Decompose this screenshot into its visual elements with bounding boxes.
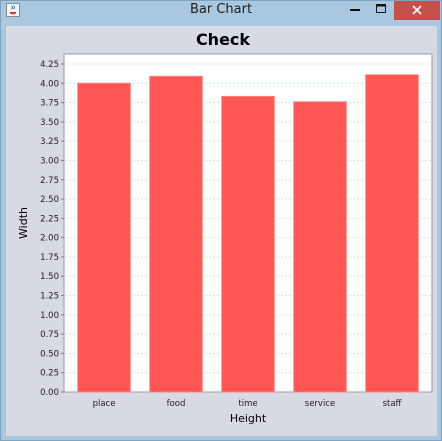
- y-tick-label: 0.00: [40, 388, 59, 398]
- chart-title: Check: [196, 30, 250, 49]
- y-tick-label: 2.25: [40, 214, 59, 224]
- close-button[interactable]: [394, 1, 440, 20]
- x-tick-label: service: [305, 399, 335, 409]
- y-tick-label: 1.75: [40, 253, 59, 263]
- maximize-icon: [376, 4, 386, 13]
- bar-time: [221, 95, 275, 393]
- x-tick-label: place: [93, 399, 116, 409]
- x-axis-label: Height: [230, 412, 267, 425]
- bar-food: [149, 75, 203, 393]
- x-tick-label: staff: [383, 399, 403, 409]
- bar-service: [293, 101, 347, 393]
- y-tick-label: 0.25: [40, 369, 59, 379]
- title-bar[interactable]: Bar Chart: [1, 1, 441, 20]
- y-tick-label: 0.50: [40, 349, 59, 359]
- y-tick-label: 1.50: [40, 272, 59, 282]
- y-axis-ticks: 0.00 0.25 0.50 0.75 1.00 1.25 1.50 1.75 2.00 2.25…: [40, 60, 64, 398]
- y-tick-label: 3.25: [40, 137, 59, 147]
- y-tick-label: 4.25: [40, 60, 59, 70]
- bar-chart: Check 0.00 0.25 0.50 0.75 1.00 1.25 1.50 1.75 2.…: [17, 30, 433, 425]
- maximize-button[interactable]: [368, 1, 394, 19]
- y-axis-label: Width: [17, 207, 30, 239]
- bars: [77, 74, 419, 393]
- y-tick-label: 1.00: [40, 311, 59, 321]
- y-tick-label: 3.00: [40, 156, 59, 166]
- minimize-icon: [350, 9, 360, 11]
- x-axis-ticks: place food time service staff: [93, 399, 403, 409]
- x-tick-label: food: [167, 399, 186, 409]
- window-title: Bar Chart: [189, 2, 253, 17]
- close-icon: [412, 5, 422, 15]
- y-tick-label: 0.75: [40, 330, 59, 340]
- y-tick-label: 2.50: [40, 195, 59, 205]
- y-tick-label: 3.75: [40, 99, 59, 109]
- java-icon: [6, 3, 20, 17]
- chart-panel: Check 0.00 0.25 0.50 0.75 1.00 1.25 1.50 1.75 2.…: [6, 26, 437, 436]
- y-tick-label: 3.50: [40, 118, 59, 128]
- y-tick-label: 4.00: [40, 79, 59, 89]
- bar-place: [77, 82, 131, 393]
- y-tick-label: 2.75: [40, 176, 59, 186]
- y-tick-label: 2.00: [40, 234, 59, 244]
- minimize-button[interactable]: [342, 1, 368, 19]
- bar-staff: [365, 74, 419, 393]
- x-tick-label: time: [238, 399, 257, 409]
- y-tick-label: 1.25: [40, 292, 59, 302]
